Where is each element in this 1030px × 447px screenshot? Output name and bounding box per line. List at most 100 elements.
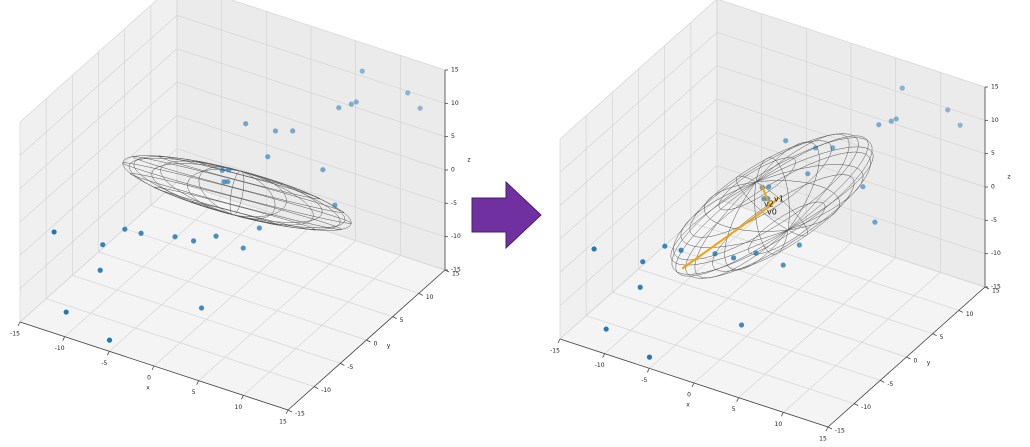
data-point: [243, 121, 249, 127]
data-point: [888, 118, 894, 124]
data-point: [860, 184, 866, 190]
grid-line: [559, 65, 718, 206]
grid-line: [559, 98, 718, 240]
data-point: [359, 68, 365, 74]
data-point: [796, 242, 802, 248]
ellipsoid-wire: [680, 164, 864, 248]
y-axis-label: y: [927, 360, 931, 367]
annotation: v0: [767, 208, 777, 217]
data-point: [783, 138, 789, 144]
data-point: [336, 105, 342, 111]
y-tick-label: 0: [374, 341, 378, 348]
y-tick-label: -15: [295, 411, 305, 418]
tick-mark: [932, 333, 937, 337]
tick-mark: [151, 365, 155, 371]
tick-mark: [780, 412, 784, 417]
data-point: [780, 262, 786, 268]
grid-line: [19, 115, 178, 256]
grid-line: [176, 15, 446, 104]
data-point: [766, 184, 772, 190]
data-point: [221, 179, 227, 185]
axis-line: [559, 338, 829, 428]
data-point: [219, 167, 225, 173]
data-point: [172, 234, 178, 240]
grid-line: [176, 148, 446, 237]
x-tick-label: -5: [101, 360, 107, 367]
x-tick-label: -15: [550, 348, 560, 355]
tick-mark: [827, 426, 833, 430]
grid-line: [98, 251, 367, 341]
tick-mark: [880, 379, 885, 383]
data-point: [97, 267, 103, 273]
tick-mark: [313, 386, 319, 390]
data-point: [662, 243, 668, 249]
ellipsoid-wire: [694, 133, 850, 279]
tick-mark: [736, 397, 740, 402]
y-tick-label: 0: [914, 358, 918, 365]
z-axis-label: z: [1007, 174, 1010, 181]
grid-line: [716, 32, 986, 121]
data-point: [226, 167, 232, 173]
data-point: [830, 145, 836, 151]
z-tick-label: -5: [991, 217, 997, 224]
y-tick-label: -5: [887, 381, 893, 388]
z-tick-label: 10: [991, 117, 999, 124]
data-point: [213, 233, 219, 239]
y-tick-label: -15: [835, 428, 845, 435]
ellipsoid-wire: [754, 157, 790, 255]
data-point: [417, 105, 423, 111]
x-tick-label: 10: [235, 404, 243, 411]
eigenvector: [769, 197, 779, 207]
data-point: [272, 128, 279, 134]
data-point: [353, 99, 359, 105]
grid-line: [19, 15, 178, 156]
z-tick-label: 5: [991, 150, 995, 157]
data-point: [290, 128, 296, 134]
y-tick-label: -10: [321, 387, 331, 394]
y-tick-label: 15: [992, 288, 1000, 295]
grid-line: [46, 298, 315, 387]
grid-line: [150, 205, 419, 294]
data-point: [712, 251, 718, 257]
y-tick-label: 10: [966, 311, 974, 318]
tick-mark: [240, 395, 244, 400]
data-point: [63, 309, 69, 315]
z-tick-label: -15: [451, 267, 461, 274]
tick-mark: [196, 380, 200, 385]
data-point: [945, 107, 951, 113]
x-tick-label: 15: [279, 419, 287, 426]
data-point: [761, 196, 767, 202]
axis-line: [827, 286, 986, 428]
grid-line: [664, 245, 933, 334]
ellipsoid-wire: [198, 166, 276, 220]
x-tick-label: 15: [819, 436, 827, 443]
tick-mark: [366, 339, 371, 343]
grid-line: [559, 0, 717, 140]
grid-line: [638, 268, 907, 358]
ellipsoid-wire: [128, 157, 346, 229]
data-point: [256, 225, 262, 231]
z-tick-label: 15: [991, 84, 999, 91]
data-point: [603, 326, 609, 332]
z-tick-label: 0: [451, 167, 455, 174]
z-tick-label: 5: [451, 133, 455, 140]
grid-line: [716, 165, 986, 254]
marks-layer: [51, 68, 963, 360]
data-point: [122, 226, 128, 232]
data-point: [805, 171, 811, 177]
grid-line: [124, 228, 393, 317]
grid-line: [690, 222, 959, 311]
data-point: [100, 242, 106, 248]
data-point: [738, 322, 745, 328]
grid-line: [586, 315, 855, 404]
grid-line: [716, 98, 986, 188]
ellipsoid-wire: [675, 135, 869, 277]
axis-line: [287, 269, 446, 411]
tick-mark: [62, 336, 66, 341]
x-tick-label: 10: [775, 421, 783, 428]
data-point: [198, 305, 205, 311]
data-point: [348, 101, 354, 107]
data-point: [138, 230, 144, 236]
grid-line: [19, 148, 178, 289]
x-tick-label: 0: [147, 375, 151, 382]
